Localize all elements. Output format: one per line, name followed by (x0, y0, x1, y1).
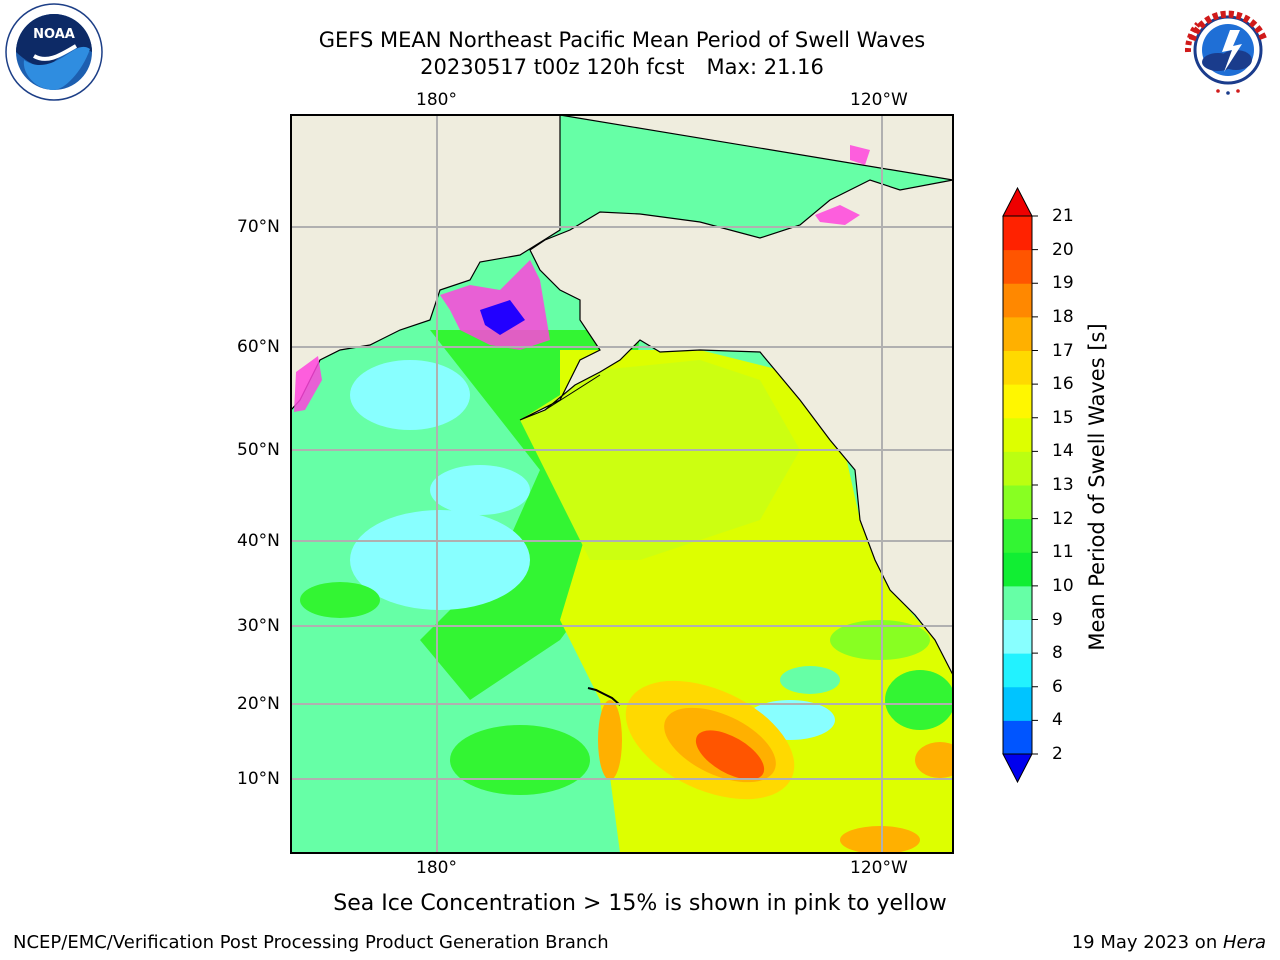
footer-date-text: 19 May 2023 on (1071, 932, 1223, 953)
footer-host: Hera (1222, 932, 1266, 953)
colorbar-tick-label: 19 (1052, 273, 1074, 294)
chart-title: GEFS MEAN Northeast Pacific Mean Period … (318, 28, 926, 52)
map-frame (290, 114, 954, 854)
colorbar-segment (1003, 417, 1032, 452)
noaa-logo-text: NOAA (33, 27, 75, 42)
sea-ice-arctic (850, 145, 870, 165)
colorbar-segment (1003, 720, 1032, 755)
colorbar-tick-label: 2 (1052, 744, 1063, 764)
nws-logo (1178, 0, 1278, 100)
colorbar-tick-label: 12 (1052, 508, 1074, 529)
colorbar-segment (1003, 350, 1032, 385)
aleutian-islands (544, 374, 601, 411)
sea-ice-core (480, 300, 525, 335)
swell-region-cyan-1 (350, 510, 530, 610)
lat-label-40n: 40°N (237, 531, 280, 551)
lat-label-60n: 60°N (237, 337, 280, 357)
colorbar-segment (1003, 316, 1032, 351)
colorbar-segment (1003, 686, 1032, 721)
swell-region-aqua-5 (780, 666, 840, 694)
noaa-logo: NOAA (4, 2, 104, 102)
footer-date: 19 May 2023 on Hera (1072, 932, 1266, 954)
colorbar-segment (1003, 653, 1032, 688)
sea-ice-caption: Sea Ice Concentration > 15% is shown in … (333, 891, 947, 916)
colorbar-tick-label: 21 (1052, 206, 1074, 226)
colorbar-segment (1003, 619, 1032, 654)
lat-label-50n: 50°N (237, 440, 280, 460)
swell-region-green-south-2 (830, 620, 930, 660)
colorbar-segment (1003, 249, 1032, 284)
swell-region-lime (520, 360, 800, 560)
colorbar (1002, 186, 1038, 784)
colorbar-segment (1003, 485, 1032, 520)
swell-region-cyan-6 (300, 582, 380, 618)
swell-region-cyan-3 (430, 465, 530, 515)
sea-ice-west (294, 356, 322, 412)
footer-branch: NCEP/EMC/Verification Post Processing Pr… (13, 932, 609, 953)
colorbar-title: Mean Period of Swell Waves [s] (1085, 323, 1109, 651)
lat-label-10n: 10°N (237, 769, 280, 789)
max-value: Max: 21.16 (706, 55, 824, 79)
swell-region-green-south-3 (885, 670, 953, 730)
colorbar-tick-label: 8 (1052, 643, 1063, 664)
colorbar-tick-label: 15 (1052, 407, 1074, 428)
swell-region-green-south-1 (450, 725, 590, 795)
colorbar-segment (1003, 585, 1032, 620)
colorbar-tick-label: 17 (1052, 340, 1074, 361)
sea-ice-beaufort (815, 205, 860, 225)
colorbar-tick-label: 18 (1052, 306, 1074, 327)
hawaii-islands (587, 687, 621, 706)
colorbar-extend-low (1002, 753, 1033, 784)
colorbar-tick-label: 16 (1052, 374, 1074, 395)
lon-label-top-120w: 120°W (850, 90, 908, 110)
colorbar-segment (1003, 216, 1032, 251)
lat-label-20n: 20°N (237, 694, 280, 714)
lon-label-bottom-120w: 120°W (850, 858, 908, 878)
swell-region-cyan-2 (350, 360, 470, 430)
lat-label-30n: 30°N (237, 616, 280, 636)
lon-label-bottom-180: 180° (416, 858, 457, 878)
swell-region-orange-south (840, 826, 920, 853)
colorbar-tick-label: 20 (1052, 239, 1074, 260)
colorbar-tick-label: 13 (1052, 475, 1074, 495)
colorbar-tick-label: 4 (1052, 710, 1063, 731)
colorbar-segment (1003, 451, 1032, 486)
colorbar-tick-label: 6 (1052, 676, 1063, 697)
colorbar-segment (1003, 518, 1032, 553)
colorbar-tick-label: 10 (1052, 575, 1074, 596)
swell-region-orange-east (915, 742, 953, 778)
lon-label-top-180: 180° (416, 90, 457, 110)
colorbar-extend-high (1002, 186, 1033, 217)
lat-label-70n: 70°N (237, 217, 280, 237)
colorbar-tick-label: 14 (1052, 441, 1074, 462)
colorbar-segment (1003, 283, 1032, 318)
swell-region-red-max (695, 730, 765, 780)
swell-region-orange-streak (598, 700, 622, 780)
chart-subtitle: 20230517 t00z 120h fcst Max: 21.16 (222, 54, 1022, 80)
colorbar-tick-label: 11 (1052, 542, 1074, 563)
colorbar-segment (1003, 552, 1032, 587)
forecast-date: 20230517 t00z 120h fcst (420, 55, 685, 79)
colorbar-segment (1003, 384, 1032, 419)
colorbar-tick-label: 9 (1052, 609, 1063, 630)
